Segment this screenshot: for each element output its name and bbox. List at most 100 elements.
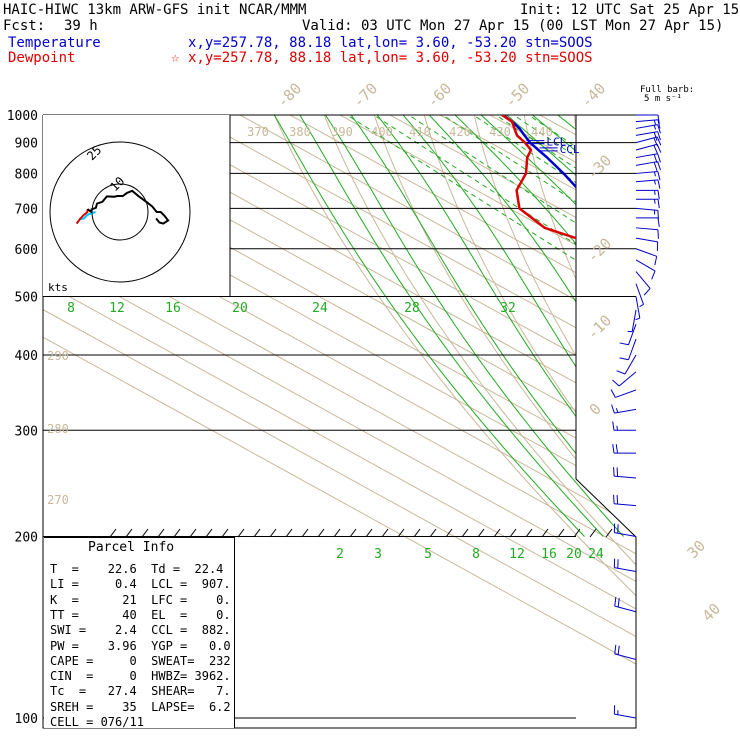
wind-barb [613, 494, 637, 507]
barb-legend-line1: Full barb: [640, 85, 695, 95]
isotherm-line [216, 115, 636, 719]
wind-barb-staff [614, 475, 637, 479]
parcel-info-row: Tc = 27.4 SHEAR= 7. [50, 684, 231, 699]
hatch-mark [173, 528, 181, 538]
wind-barb-staff [635, 259, 656, 272]
wind-barb [612, 421, 636, 431]
wind-barb-staff [635, 161, 658, 166]
theta-label: 420 [449, 125, 471, 139]
wind-barb [635, 248, 658, 266]
pressure-tick-label: 100 [15, 712, 38, 727]
wind-barb [610, 389, 637, 398]
theta-left-label: 270 [47, 493, 69, 507]
pressure-tick-label: 1000 [7, 109, 38, 124]
wind-barb-staff [618, 371, 637, 387]
isotherm-line [667, 102, 740, 718]
theta-label: 410 [409, 125, 431, 139]
isotherm-line [616, 115, 636, 719]
wind-barb-feather [619, 357, 629, 361]
wind-barb-feather [657, 161, 661, 171]
isotherm-label-right: -30 [583, 151, 615, 183]
parcel-info-row: TT = 40 EL = 0. [50, 607, 231, 622]
wind-barb-feather [610, 389, 616, 398]
wind-barb-staff [614, 532, 637, 537]
wind-barb-feather [617, 598, 620, 608]
wind-barb [636, 189, 660, 200]
dry-adiabat-line [268, 115, 636, 719]
wind-barb-staff [635, 143, 658, 151]
hatch-mark [589, 528, 597, 538]
wind-barb-staff [614, 653, 637, 661]
wind-barb-staff [635, 171, 658, 174]
wind-barb [635, 237, 659, 251]
hatch-mark [541, 528, 549, 538]
temperature-location-info: x,y=257.78, 88.18 lat,lon= 3.60, -53.20 … [188, 35, 593, 51]
wind-barb-feather [657, 114, 660, 124]
parcel-info-row: SREH = 35 LAPSE= 6.2 [50, 699, 231, 714]
parcel-info-box: Parcel Info T = 22.6 Td = 22.4 LI = 0.4 L… [44, 537, 235, 729]
wind-barb-feather [614, 597, 617, 607]
isotherm-label-right: 30 [684, 537, 710, 563]
wind-barb-feather [615, 444, 619, 454]
init-time: Init: 12 UTC Sat 25 Apr 15 [520, 2, 740, 18]
wind-barb-feather [653, 132, 658, 141]
wind-barb [635, 207, 659, 220]
wind-barb-feather [651, 270, 656, 280]
isotherm-line [266, 115, 636, 719]
mixing-ratio-label: 28 [404, 301, 420, 316]
wind-barb-feather [653, 199, 656, 204]
wind-barb [635, 124, 661, 134]
hatch-mark [109, 528, 117, 538]
wind-barb-feather [612, 444, 615, 454]
wind-barb [613, 467, 637, 479]
wind-barb-feather [657, 171, 661, 181]
parcel-info-row: CAPE = 0 SWEAT= 232 [50, 653, 231, 668]
dry-adiabat-line [470, 115, 636, 719]
hatch-mark [557, 528, 565, 538]
wind-barb-staff [631, 309, 637, 332]
isotherm-label-top: -50 [501, 79, 533, 111]
hatch-mark [605, 528, 613, 538]
hatch-mark [237, 528, 245, 538]
wind-barb-staff [635, 124, 658, 129]
isotherm-line [516, 115, 636, 719]
wind-barb-feather [619, 342, 629, 346]
model-title: HAIC-HIWC 13km ARW-GFS init NCAR/MMM [3, 2, 307, 18]
isotherm-label-top: -40 [577, 79, 609, 111]
moist-adiabat-line [516, 115, 636, 537]
mixing-ratio-label: 16 [541, 547, 557, 562]
mixing-ratio-label: 3 [374, 547, 382, 562]
isotherm-label-right: -10 [583, 311, 615, 343]
hodograph-ring-outer [49, 141, 191, 283]
wind-barb [635, 143, 662, 154]
hodograph-trace-upper [86, 189, 170, 225]
moist-adiabat-line [316, 115, 624, 537]
wind-barb-staff [635, 227, 658, 231]
wind-barb-staff [615, 389, 637, 398]
wind-barb [635, 283, 644, 307]
wind-barb-staff [614, 408, 637, 414]
wind-barb-staff [614, 713, 637, 719]
dry-adiabat-line [521, 115, 636, 719]
parcel-info-row: CIN = 0 HWBZ= 3962. [50, 669, 231, 684]
dewpoint-location-info: x,y=257.78, 88.18 lat,lon= 3.60, -53.20 … [188, 50, 593, 66]
wind-barb-feather [657, 199, 660, 209]
hatch-mark [349, 528, 357, 538]
wind-barb-feather [653, 171, 656, 177]
dry-adiabat-line [674, 102, 740, 718]
wind-barb-feather [653, 125, 657, 130]
wind-barb-staff [628, 338, 637, 360]
parcel-info-row: SWI = 2.4 CCL = 882. [50, 623, 231, 638]
wind-barb [613, 558, 637, 572]
hatch-mark [269, 528, 277, 538]
mixing-ratio-label: 5 [424, 547, 432, 562]
mixing-ratio-label: 32 [500, 301, 516, 316]
wind-barb-feather [654, 256, 658, 266]
parcel-info-title: Parcel Info [88, 540, 175, 555]
hatch-mark [445, 528, 453, 538]
wind-barb-feather [611, 404, 615, 414]
theta-label: 380 [289, 125, 311, 139]
isotherm-line [466, 115, 636, 719]
hodograph-background [43, 115, 230, 296]
mixing-ratio-label: 12 [109, 301, 125, 316]
